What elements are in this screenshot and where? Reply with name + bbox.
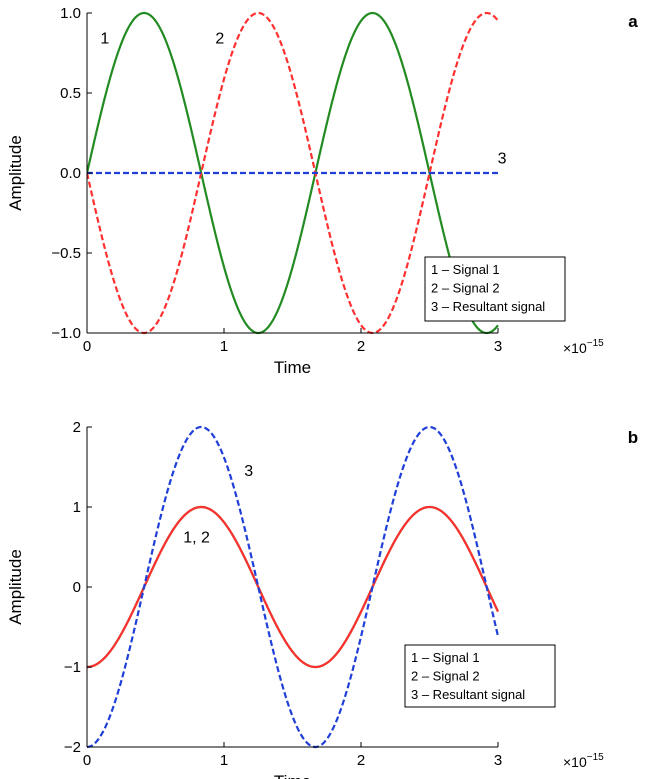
x-tick-label: 1: [220, 338, 228, 355]
curve-annotation: 1, 2: [183, 529, 210, 546]
series-group: [87, 11, 499, 335]
curve-annotation: 3: [244, 463, 253, 480]
x-tick-label: 3: [494, 338, 502, 355]
curve-annotation: 3: [498, 151, 507, 168]
x-scale-exponent-power: −15: [587, 338, 604, 349]
legend-entry: 3 – Resultant signal: [411, 687, 525, 702]
series-group: [87, 425, 500, 749]
y-tick-label: 0.0: [60, 165, 81, 182]
y-tick-label: 1.0: [60, 5, 81, 22]
legend-entry: 2 – Signal 2: [431, 281, 500, 296]
panel-a: 0 1 2 3 −1.0 −0.5 0.0 0.5 1.0 Time Amplitude ×10−15…: [6, 5, 638, 377]
y-axis-title: Amplitude: [6, 549, 25, 625]
y-tick-label: −2: [64, 739, 81, 756]
x-scale-exponent: ×10−15: [563, 752, 604, 770]
x-tick-label: 1: [220, 752, 228, 769]
x-scale-exponent: ×10−15: [563, 338, 604, 356]
series-1-line: [87, 505, 499, 669]
x-axis-title: Time: [274, 358, 311, 377]
y-axis-title: Amplitude: [6, 135, 25, 211]
panel-letter: b: [628, 428, 638, 447]
y-tick-label: −1.0: [51, 325, 81, 342]
curve-annotation: 1: [100, 31, 109, 48]
x-scale-exponent-base: ×10: [563, 754, 587, 770]
x-axis-title: Time: [274, 772, 311, 779]
legend-box: [424, 256, 566, 322]
legend-box: [404, 644, 556, 708]
panel-b: 0 1 2 3 −2 −1 0 1 2 Time Amplitude ×10−15 b 3 1, 2 1 – …: [6, 419, 638, 779]
legend: 1 – Signal 1 2 – Signal 2 3 – Resultant si…: [404, 644, 556, 708]
y-tick-label: 2: [73, 419, 81, 436]
y-tick-label: −0.5: [51, 245, 81, 262]
curve-annotation: 2: [215, 31, 224, 48]
y-tick-label: 0: [73, 579, 81, 596]
series-2-line: [87, 11, 499, 335]
y-tick-label: 1: [73, 499, 81, 516]
x-tick-label: 0: [83, 752, 91, 769]
panel-letter: a: [628, 12, 638, 31]
x-scale-exponent-base: ×10: [563, 340, 587, 356]
y-tick-label: 0.5: [60, 85, 81, 102]
x-tick-label: 0: [83, 338, 91, 355]
x-scale-exponent-power: −15: [587, 752, 604, 763]
y-tick-label: −1: [64, 659, 81, 676]
x-tick-label: 2: [357, 338, 365, 355]
x-tick-label: 2: [357, 752, 365, 769]
legend-entry: 1 – Signal 1: [411, 650, 480, 665]
legend-entry: 2 – Signal 2: [411, 669, 480, 684]
legend: 1 – Signal 1 2 – Signal 2 3 – Resultant si…: [424, 256, 566, 322]
legend-entry: 3 – Resultant signal: [431, 299, 545, 314]
x-tick-label: 3: [494, 752, 502, 769]
series-2-line: [87, 505, 499, 669]
legend-entry: 1 – Signal 1: [431, 262, 500, 277]
